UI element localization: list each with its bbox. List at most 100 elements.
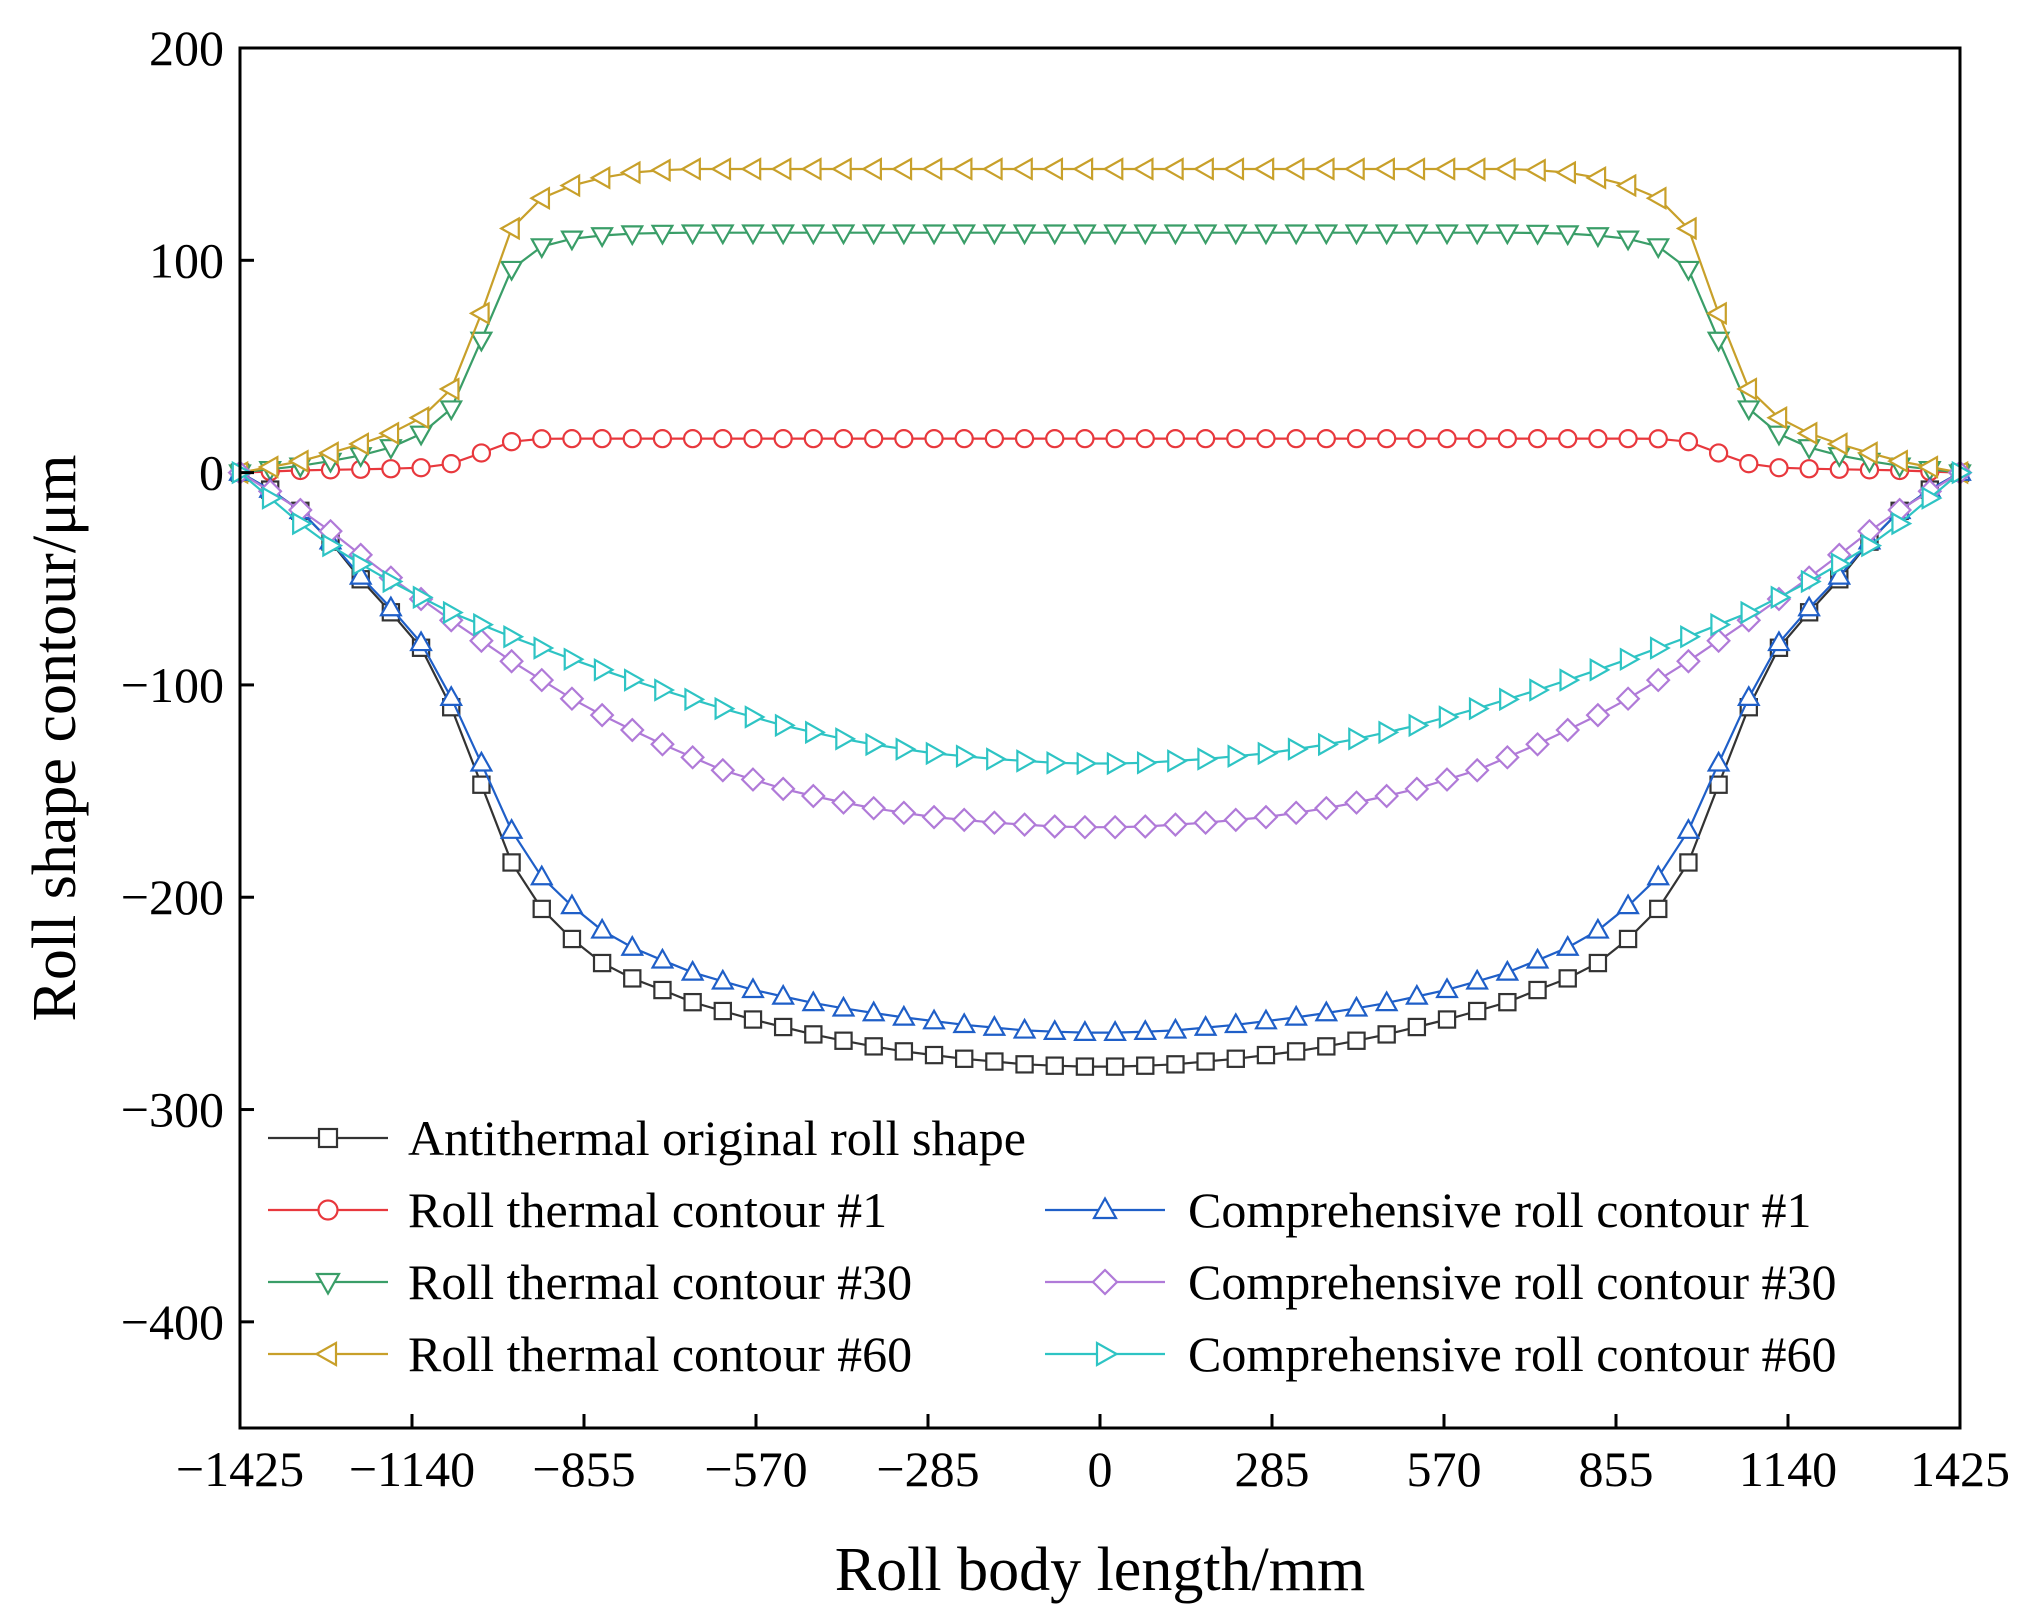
data-point (472, 775, 491, 794)
data-point (1887, 449, 1908, 473)
data-point (592, 953, 612, 973)
data-point (864, 428, 884, 449)
legend-item: Roll thermal contour #1 (268, 1182, 887, 1238)
legend-marker (317, 1199, 339, 1221)
data-point (1314, 1000, 1339, 1022)
data-point (1287, 737, 1309, 761)
data-point (1378, 720, 1400, 745)
data-point (771, 983, 795, 1005)
data-point (1437, 1010, 1457, 1029)
data-point (774, 713, 796, 738)
data-point (412, 585, 434, 610)
data-point (1736, 685, 1761, 706)
data-point (379, 595, 403, 617)
data-point (1073, 1020, 1097, 1041)
data-point (562, 428, 582, 449)
data-point (1588, 428, 1608, 449)
data-point (1767, 425, 1791, 447)
data-point (800, 157, 822, 181)
series-line (239, 471, 1961, 829)
data-point (1193, 157, 1214, 181)
data-point (804, 1025, 823, 1044)
y-axis-title: Roll shape contour/μm (21, 454, 89, 1021)
data-point (1313, 795, 1339, 821)
data-point (1555, 225, 1580, 247)
data-point (1586, 227, 1610, 249)
data-point (952, 224, 976, 246)
data-point (1226, 1049, 1245, 1068)
data-point (1586, 917, 1610, 939)
data-point (1073, 224, 1097, 246)
data-point (1405, 224, 1429, 246)
data-point (922, 1008, 946, 1030)
data-point (1283, 157, 1305, 181)
legend-item: Antithermal original roll shape (268, 1110, 1026, 1166)
legend-marker (317, 1127, 339, 1149)
data-point (1645, 667, 1671, 693)
data-point (1195, 428, 1216, 449)
data-point (1465, 224, 1489, 246)
data-point (619, 717, 645, 743)
data-point (1528, 980, 1547, 1000)
data-point (620, 225, 645, 247)
data-point (1891, 511, 1913, 536)
series-line (239, 231, 1961, 474)
data-point (892, 1004, 916, 1026)
legend-marker (1092, 1196, 1118, 1220)
data-point (1525, 224, 1550, 246)
data-point (499, 818, 524, 839)
legend-marker (314, 1341, 338, 1367)
data-point (1495, 224, 1520, 246)
data-point (1227, 744, 1249, 768)
data-point (1529, 678, 1551, 702)
data-point (1706, 628, 1731, 654)
data-point (1106, 751, 1128, 776)
data-point (532, 899, 551, 919)
data-point (683, 992, 702, 1012)
series-line (239, 471, 1961, 765)
data-point (1527, 428, 1548, 449)
data-point (439, 685, 464, 706)
series-2 (228, 224, 1972, 486)
x-tick-label: −1140 (349, 1441, 475, 1497)
data-point (1434, 767, 1460, 792)
data-point (382, 569, 404, 594)
x-tick-label: 285 (1235, 1441, 1310, 1497)
data-point (257, 455, 279, 479)
data-point (680, 959, 705, 981)
data-point (981, 157, 1003, 181)
data-point (773, 1017, 793, 1037)
data-point (529, 186, 551, 210)
data-point (1197, 747, 1219, 771)
data-point (590, 917, 614, 939)
data-point (1223, 807, 1249, 833)
data-point (1619, 647, 1641, 672)
series-4 (228, 460, 1972, 1041)
data-point (1286, 1042, 1306, 1061)
data-point (501, 432, 522, 452)
data-point (1680, 624, 1702, 649)
data-point (1253, 157, 1275, 181)
data-point (1558, 969, 1577, 988)
data-point (1435, 224, 1459, 246)
data-point (532, 429, 552, 449)
data-point (1283, 800, 1309, 826)
data-point (1435, 977, 1459, 999)
data-point (1555, 717, 1581, 743)
data-point (1045, 428, 1065, 449)
data-point (1706, 301, 1727, 326)
data-point (1676, 260, 1701, 282)
data-point (533, 636, 555, 660)
data-point (1796, 421, 1818, 446)
data-point (865, 732, 887, 757)
data-point (986, 747, 1007, 771)
data-point (593, 658, 615, 682)
data-point (924, 428, 944, 449)
data-point (1196, 1052, 1215, 1071)
data-point (1226, 428, 1246, 449)
data-point (1826, 432, 1848, 456)
legend-label: Comprehensive roll contour #1 (1188, 1182, 1812, 1238)
y-tick-label: 200 (149, 20, 224, 76)
data-point (1316, 428, 1336, 449)
data-point (741, 224, 765, 246)
